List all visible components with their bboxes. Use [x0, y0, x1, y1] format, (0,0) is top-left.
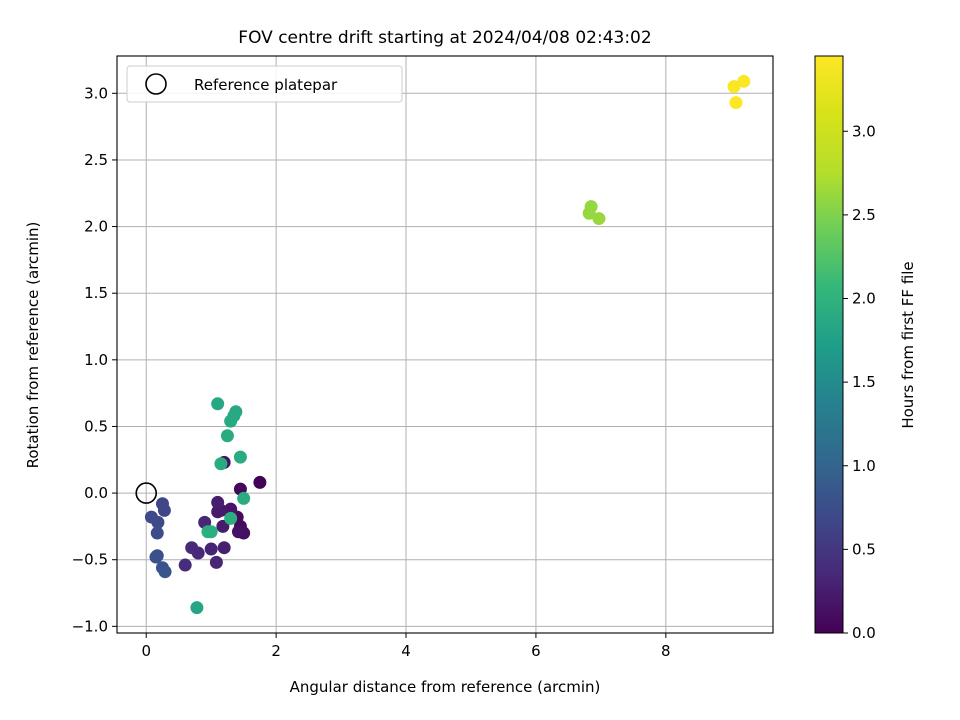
data-point	[582, 206, 596, 220]
data-point	[185, 541, 199, 555]
legend-box	[126, 65, 403, 103]
data-point	[224, 502, 238, 516]
data-point	[150, 526, 164, 540]
legend-entry-reference: Reference platepar	[194, 76, 338, 94]
grid-lines	[117, 56, 773, 633]
y-tick-label: 1.5	[84, 284, 108, 302]
colorbar-tick-label: 1.0	[852, 457, 876, 475]
colorbar-tick-label: 2.0	[852, 290, 876, 308]
x-tick-label: 8	[661, 642, 671, 660]
x-tick-label: 2	[271, 642, 281, 660]
data-point	[233, 450, 247, 464]
colorbar-tick-label: 0.5	[852, 540, 876, 558]
legend-marker-icon	[145, 73, 167, 95]
y-tick-label: −1.0	[72, 617, 108, 635]
y-tick-label: 3.0	[84, 84, 108, 102]
colorbar-tick-label: 3.0	[852, 122, 876, 140]
x-tick-label: 6	[531, 642, 541, 660]
data-point	[211, 397, 225, 411]
data-point	[158, 565, 172, 579]
data-point	[253, 475, 267, 489]
data-point	[737, 74, 751, 88]
data-point	[592, 212, 606, 226]
colorbar-label: Hours from first FF file	[899, 261, 917, 428]
x-tick-label: 4	[401, 642, 411, 660]
data-point	[216, 519, 230, 533]
colorbar-tick-label: 1.5	[852, 373, 876, 391]
data-point	[209, 555, 223, 569]
legend: Reference platepar	[126, 65, 403, 103]
y-tick-label: −0.5	[72, 551, 108, 569]
y-tick-label: 2.0	[84, 218, 108, 236]
y-axis-label: Rotation from reference (arcmin)	[24, 222, 42, 469]
data-point	[217, 541, 231, 555]
y-tick-label: 1.0	[84, 351, 108, 369]
y-axis-ticks: −1.0 −0.5 0.0 0.5 1.0 1.5 2.0 2.5 3.0	[72, 84, 117, 635]
data-point	[201, 525, 215, 539]
colorbar-tick-label: 0.0	[852, 624, 876, 642]
data-point	[237, 491, 251, 505]
colorbar-tick-label: 2.5	[852, 206, 876, 224]
colorbar	[814, 55, 844, 634]
data-point	[214, 457, 228, 471]
data-point	[727, 80, 741, 94]
data-point	[220, 429, 234, 443]
data-point	[211, 495, 225, 509]
data-point	[231, 525, 245, 539]
data-points	[144, 74, 751, 615]
colorbar-ticks: 0.0 0.5 1.0 1.5 2.0 2.5 3.0	[843, 122, 876, 642]
reference-platepar-marker	[135, 482, 158, 504]
data-point	[149, 550, 163, 564]
data-point	[178, 558, 192, 572]
data-point	[224, 511, 238, 525]
data-point	[224, 414, 238, 428]
y-tick-label: 0.5	[84, 417, 108, 435]
data-point	[151, 515, 165, 529]
x-axis-label: Angular distance from reference (arcmin)	[290, 678, 601, 696]
data-point	[211, 505, 225, 519]
data-point	[157, 503, 171, 517]
data-point	[190, 601, 204, 615]
x-tick-label: 0	[141, 642, 151, 660]
y-tick-label: 2.5	[84, 151, 108, 169]
chart-title: FOV centre drift starting at 2024/04/08 …	[238, 28, 651, 48]
y-tick-label: 0.0	[84, 484, 108, 502]
data-point	[729, 96, 743, 110]
data-point	[204, 542, 218, 556]
plot-frame	[116, 55, 774, 634]
x-axis-ticks: 0 2 4 6 8	[141, 633, 671, 660]
